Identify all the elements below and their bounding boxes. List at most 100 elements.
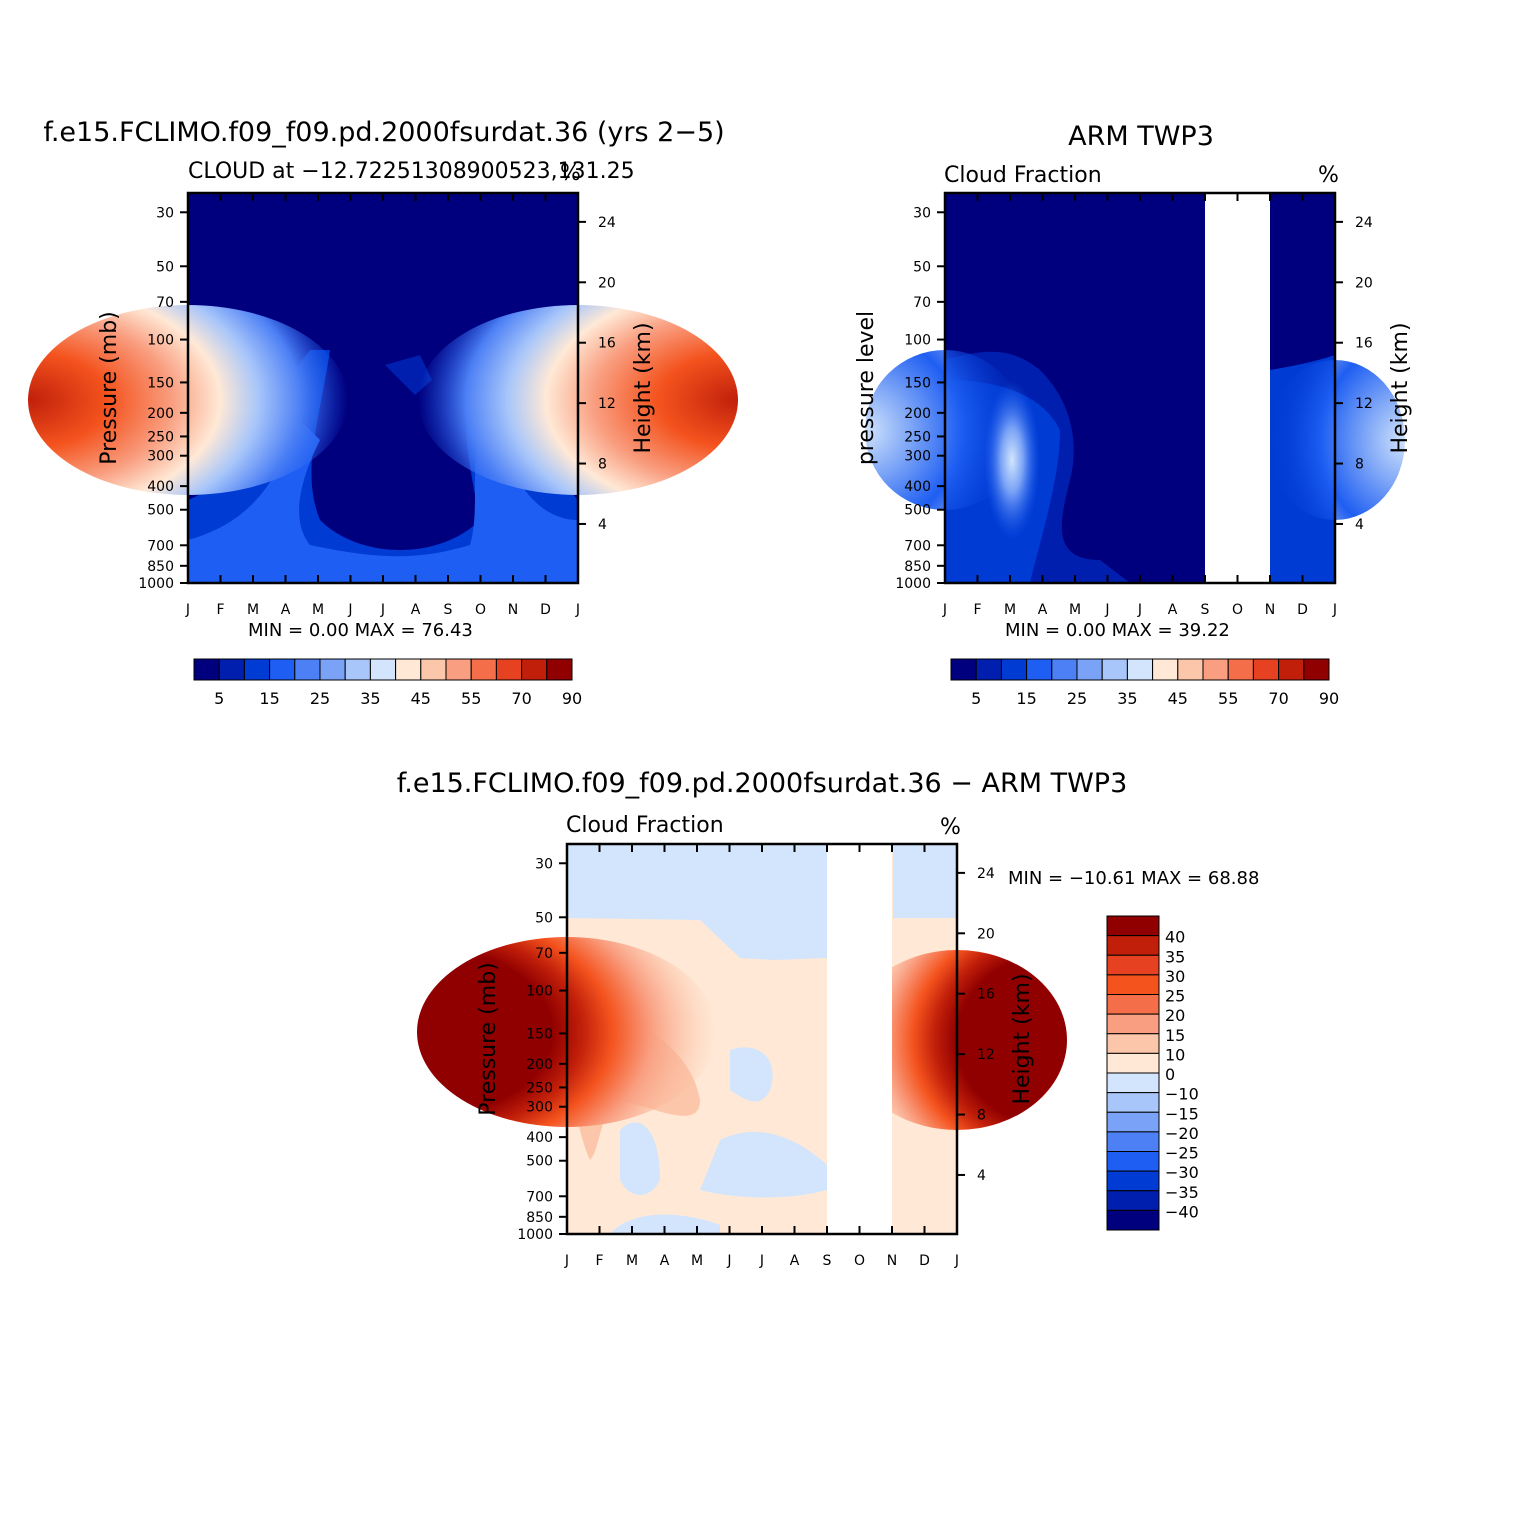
y-tick-label: 400 [526, 1130, 553, 1146]
x-tick-label: O [475, 602, 486, 618]
x-tick-label: F [216, 602, 224, 618]
colorbar-label: 55 [1218, 689, 1238, 708]
x-tick-label: O [1232, 602, 1243, 618]
y-tick-label: 1000 [138, 576, 174, 592]
y-axis-label: pressure level [854, 311, 879, 465]
y-tick-label: 250 [147, 429, 174, 445]
colorbar-swatch [269, 658, 296, 681]
x-tick-label: J [759, 1253, 764, 1269]
colorbar-label: −40 [1165, 1202, 1199, 1221]
x-tick-label: N [1265, 602, 1275, 618]
colorbar-swatch [420, 658, 447, 681]
y-right-axis-label: Height (km) [1388, 322, 1413, 453]
colorbar-swatch [470, 658, 497, 681]
panel-obs-colorbar: 5 15 25 35 45 55 70 90 [950, 658, 1339, 708]
y-tick-label: 30 [535, 856, 553, 872]
y-right-tick-label: 4 [977, 1168, 986, 1184]
x-tick-label: S [1201, 602, 1210, 618]
field-upper-negative [567, 844, 957, 960]
field-missing [827, 844, 892, 1234]
y-tick-label: 250 [526, 1080, 553, 1096]
y-tick-label: 200 [904, 406, 931, 422]
colorbar-label: 15 [1016, 689, 1036, 708]
y-tick-label: 300 [904, 449, 931, 465]
colorbar-swatch [1278, 658, 1305, 681]
colorbar-label: −30 [1165, 1163, 1199, 1182]
y-tick-label: 1000 [517, 1227, 553, 1243]
y-right-tick-label: 8 [598, 457, 607, 473]
y-tick-label: 100 [904, 333, 931, 349]
panel-model-title: f.e15.FCLIMO.f09_f09.pd.2000fsurdat.36 (… [43, 117, 724, 148]
panel-model-axes: J F M A M J J A S O N D J 30 50 70 100 150 200 250 300 400 500… [97, 191, 656, 618]
colorbar-swatch [1000, 658, 1028, 681]
x-tick-label: J [954, 1253, 959, 1269]
colorbar-swatch [1106, 1013, 1160, 1035]
x-tick-label: A [411, 602, 421, 618]
field-neg-patch-3 [620, 1122, 660, 1195]
panel-obs-field [865, 193, 1405, 583]
y-tick-label: 700 [147, 538, 174, 554]
colorbar-swatch [1106, 1170, 1160, 1192]
y-right-tick-label: 16 [1355, 336, 1373, 352]
y-tick-label: 150 [904, 375, 931, 391]
x-tick-label: S [823, 1253, 832, 1269]
colorbar-swatch [1076, 658, 1103, 681]
colorbar-swatch [1106, 974, 1160, 995]
panel-diff-stats: MIN = −10.61 MAX = 68.88 [1008, 868, 1259, 889]
colorbar-swatch [1106, 1190, 1160, 1211]
y-tick-label: 70 [156, 295, 174, 311]
x-tick-label: M [691, 1253, 703, 1269]
colorbar-swatch [344, 658, 371, 681]
colorbar-swatch [1202, 658, 1229, 681]
colorbar-swatch [369, 658, 397, 681]
colorbar-swatch [950, 658, 977, 681]
x-tick-label: A [1038, 602, 1048, 618]
y-tick-label: 200 [526, 1057, 553, 1073]
colorbar-label: 90 [562, 689, 582, 708]
x-tick-label: D [919, 1253, 930, 1269]
colorbar-label: 10 [1165, 1045, 1185, 1064]
panel-obs-units: % [1318, 163, 1339, 188]
y-tick-label: 300 [526, 1100, 553, 1116]
panel-diff-axes: J F M A M J J A S O N D J 30 50 70 100 150 200 250 300 400 500… [476, 842, 1035, 1269]
x-tick-label: F [595, 1253, 603, 1269]
field-neg-patch-1 [730, 1047, 773, 1102]
colorbar-swatch [1106, 1131, 1160, 1152]
y-tick-label: 50 [913, 259, 931, 275]
y-right-tick-label: 8 [977, 1108, 986, 1124]
colorbar-label: 70 [511, 689, 531, 708]
y-right-tick-label: 16 [977, 987, 995, 1003]
x-tick-label: M [1069, 602, 1081, 618]
field-missing [1205, 193, 1270, 583]
y-right-tick-label: 12 [1355, 396, 1373, 412]
colorbar-label: 90 [1319, 689, 1339, 708]
x-tick-label: A [660, 1253, 670, 1269]
colorbar-swatch [521, 658, 548, 681]
y-right-tick-label: 4 [598, 517, 607, 533]
colorbar-label: −25 [1165, 1144, 1199, 1163]
y-tick-label: 700 [904, 538, 931, 554]
y-tick-label: 850 [904, 559, 931, 575]
x-tick-label: J [575, 602, 580, 618]
panel-model-stats: MIN = 0.00 MAX = 76.43 [248, 620, 473, 641]
colorbar-swatch [1106, 915, 1160, 937]
colorbar-swatch [1101, 658, 1128, 681]
y-axis-label: Pressure (mb) [476, 962, 501, 1116]
colorbar-label: 55 [461, 689, 481, 708]
y-right-tick-label: 20 [1355, 275, 1373, 291]
y-tick-label: 400 [147, 479, 174, 495]
colorbar-label: 45 [411, 689, 431, 708]
colorbar-swatch [1152, 658, 1179, 681]
colorbar-swatch [1051, 658, 1078, 681]
x-tick-label: N [887, 1253, 897, 1269]
y-right-tick-label: 24 [977, 866, 995, 882]
panel-obs-title: ARM TWP3 [1068, 121, 1214, 152]
x-tick-label: A [790, 1253, 800, 1269]
colorbar-label: 5 [214, 689, 224, 708]
colorbar-label: 0 [1165, 1065, 1175, 1084]
colorbar-swatch [1227, 658, 1254, 681]
colorbar-swatch [395, 658, 422, 681]
field-neg-patch-4 [610, 1214, 720, 1234]
